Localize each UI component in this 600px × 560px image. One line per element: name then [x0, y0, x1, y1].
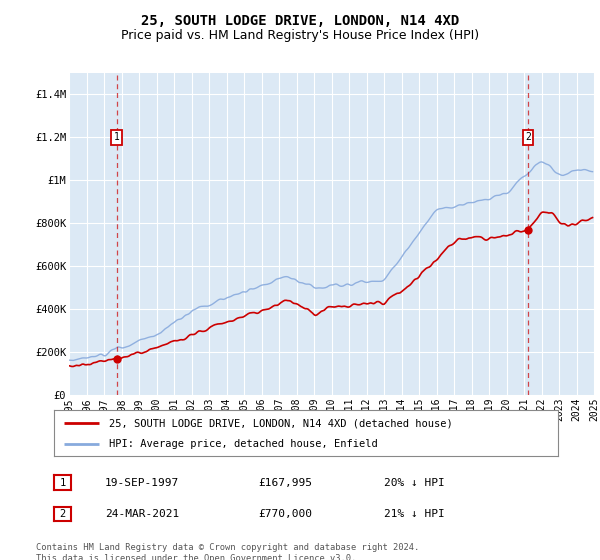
Text: 25, SOUTH LODGE DRIVE, LONDON, N14 4XD (detached house): 25, SOUTH LODGE DRIVE, LONDON, N14 4XD (…: [109, 418, 453, 428]
Text: 20% ↓ HPI: 20% ↓ HPI: [384, 478, 445, 488]
Text: Price paid vs. HM Land Registry's House Price Index (HPI): Price paid vs. HM Land Registry's House …: [121, 29, 479, 42]
Text: 24-MAR-2021: 24-MAR-2021: [105, 509, 179, 519]
Text: Contains HM Land Registry data © Crown copyright and database right 2024.
This d: Contains HM Land Registry data © Crown c…: [36, 543, 419, 560]
Text: 1: 1: [113, 132, 119, 142]
Text: £167,995: £167,995: [258, 478, 312, 488]
Text: 1: 1: [59, 478, 65, 488]
Text: 2: 2: [59, 509, 65, 519]
Text: 2: 2: [525, 132, 531, 142]
Text: £770,000: £770,000: [258, 509, 312, 519]
Text: 19-SEP-1997: 19-SEP-1997: [105, 478, 179, 488]
Text: HPI: Average price, detached house, Enfield: HPI: Average price, detached house, Enfi…: [109, 438, 378, 449]
Text: 25, SOUTH LODGE DRIVE, LONDON, N14 4XD: 25, SOUTH LODGE DRIVE, LONDON, N14 4XD: [141, 14, 459, 28]
Text: 21% ↓ HPI: 21% ↓ HPI: [384, 509, 445, 519]
